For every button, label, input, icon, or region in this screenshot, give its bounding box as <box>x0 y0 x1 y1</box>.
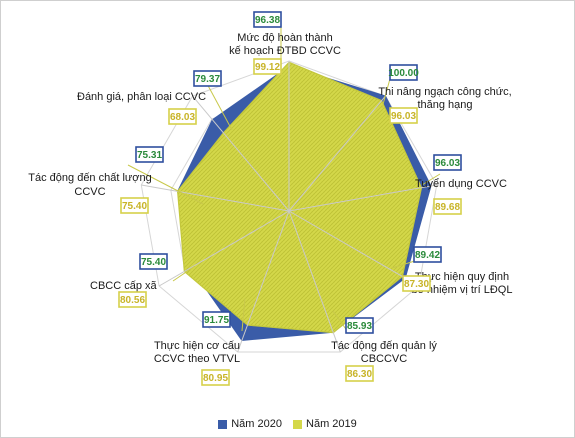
value-label-2020-6-box <box>139 253 168 270</box>
category-label-line: Đánh giá, phân loại CCVC <box>77 91 206 103</box>
category-label-line: Thực hiện quy định <box>415 271 509 283</box>
value-label-2019-4: 86.30 <box>347 369 372 380</box>
value-label-2019-3: 87.30 <box>404 279 429 290</box>
category-label-line: bổ nhiệm vị trí LĐQL <box>412 284 513 296</box>
value-label-2019-4-box <box>345 365 374 382</box>
legend-item-2019: Năm 2019 <box>293 418 357 430</box>
axis-spoke-5 <box>237 210 290 353</box>
value-label-2020-5-box <box>202 311 231 328</box>
category-label-line: Tác động đến chất lượng <box>28 172 151 184</box>
label-connector-5 <box>241 297 246 332</box>
axis-spoke-2 <box>288 184 437 212</box>
value-label-2020-7-box <box>135 146 164 163</box>
value-label-2019-8-box <box>168 108 197 125</box>
category-label-line: Thực hiện cơ cấu <box>154 340 240 352</box>
category-label-6: CBCC cấp xã <box>90 280 158 292</box>
value-label-2020-1: 100.00 <box>388 68 419 79</box>
label-connector-2 <box>421 173 441 186</box>
value-label-2019-3-box <box>402 275 431 292</box>
label-connector-6 <box>172 265 196 282</box>
value-label-2020-0-box <box>253 11 282 28</box>
legend-item-2020: Năm 2020 <box>218 418 282 430</box>
value-label-2020-8: 79.37 <box>195 74 220 85</box>
category-label-line: CBCC cấp xã <box>90 280 158 292</box>
value-label-2020-4-box <box>345 317 374 334</box>
value-label-2019-0-box <box>253 58 282 75</box>
value-label-2020-8-box <box>193 70 222 87</box>
legend-swatch-2019 <box>293 419 303 429</box>
value-label-2019-0: 99.12 <box>255 62 280 73</box>
value-label-2019-7: 75.40 <box>122 201 147 212</box>
category-label-line: CCVC theo VTVL <box>154 353 240 365</box>
value-label-2019-2-box <box>433 198 462 215</box>
axis-spoke-1 <box>288 95 386 212</box>
value-label-2019-5-box <box>201 369 230 386</box>
category-label-5: Thực hiện cơ cấu CCVC theo VTVL <box>154 340 240 365</box>
category-label-4: Tác động đến quản lý CBCCVC <box>331 340 437 365</box>
value-label-2020-5: 91.75 <box>204 315 229 326</box>
value-label-2020-2-box <box>433 154 462 171</box>
axis-spoke-6 <box>158 210 290 287</box>
legend-swatch-2020 <box>218 419 228 429</box>
axis-spoke-3 <box>288 210 420 287</box>
value-label-2020-3: 89.42 <box>415 250 440 261</box>
axis-spoke-4 <box>288 210 341 353</box>
value-label-2019-1: 96.03 <box>391 111 416 122</box>
value-label-2019-8: 68.03 <box>170 112 195 123</box>
value-label-2020-6: 75.40 <box>141 257 166 268</box>
label-connector-7 <box>127 164 204 205</box>
value-label-2019-6: 80.56 <box>120 295 145 306</box>
value-label-2020-2: 96.03 <box>435 158 460 169</box>
legend: Năm 2020 Năm 2019 <box>0 418 575 432</box>
value-label-2020-0: 96.38 <box>255 15 280 26</box>
category-label-3: Thực hiện quy định bổ nhiệm vị trí LĐQL <box>412 271 513 296</box>
category-label-line: Tác động đến quản lý <box>331 340 437 352</box>
legend-label-2019: Năm 2019 <box>306 418 357 430</box>
value-label-2019-6-box <box>118 291 147 308</box>
value-label-2019-5: 80.95 <box>203 373 228 384</box>
category-label-line: thăng hạng <box>417 99 472 111</box>
grid-ring-5 <box>140 60 438 353</box>
value-label-2020-7: 75.31 <box>137 150 162 161</box>
category-label-line: Tuyển dụng CCVC <box>415 178 507 190</box>
axis-spoke-8 <box>192 95 290 212</box>
legend-label-2020: Năm 2020 <box>231 418 282 430</box>
category-label-line: CBCCVC <box>361 353 408 365</box>
value-label-2020-4: 85.93 <box>347 321 372 332</box>
category-label-line: Mức độ hoàn thành <box>237 32 332 44</box>
value-label-2020-3-box <box>413 246 442 263</box>
value-label-2019-1-box <box>389 107 418 124</box>
category-label-0: Mức độ hoàn thành kế hoạch ĐTBD CCVC <box>229 32 341 57</box>
category-label-8: Đánh giá, phân loại CCVC <box>77 91 206 103</box>
value-label-2019-2: 89.68 <box>435 202 460 213</box>
category-label-2: Tuyển dụng CCVC <box>415 178 507 190</box>
axis-spoke-7 <box>141 184 290 212</box>
category-label-line: kế hoạch ĐTBD CCVC <box>229 45 341 57</box>
category-label-line: Thi nâng ngạch công chức, <box>378 86 511 98</box>
category-label-line: CCVC <box>74 186 105 198</box>
series-2019-area <box>177 61 423 334</box>
label-connector-8 <box>204 79 233 131</box>
value-label-2019-7-box <box>120 197 149 214</box>
value-label-2020-1-box <box>389 64 418 81</box>
category-label-1: Thi nâng ngạch công chức, thăng hạng <box>378 86 511 111</box>
category-label-7: Tác động đến chất lượng CCVC <box>28 172 151 198</box>
